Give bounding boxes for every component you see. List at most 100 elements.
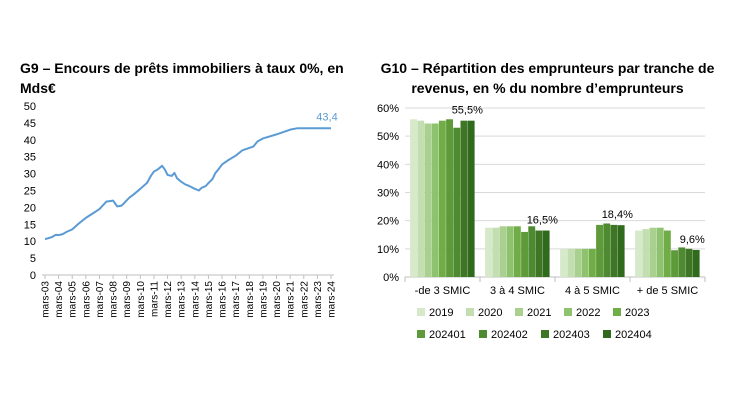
g10-bar xyxy=(610,224,618,277)
g10-bar xyxy=(506,226,514,277)
g9-x-tick-label: mars-18 xyxy=(245,281,256,318)
g10-bar xyxy=(513,226,521,277)
g10-bar xyxy=(467,120,475,277)
g10-bar xyxy=(521,231,528,277)
g9-x-tick-label: mars-22 xyxy=(299,281,310,318)
g10-y-tick-label: 0% xyxy=(383,272,399,284)
g10-legend-label: 2020 xyxy=(478,307,502,319)
g10-bar xyxy=(656,227,664,277)
g10-bar xyxy=(485,227,492,277)
g10-legend-label: 2022 xyxy=(576,307,600,319)
g10-legend-label: 2023 xyxy=(625,307,649,319)
g10-title-line-2: revenus, en % du nombre d’emprunteurs xyxy=(411,80,684,96)
g10-bar xyxy=(692,249,700,277)
g10-bar xyxy=(685,248,693,277)
g9-x-tick-label: mars-08 xyxy=(109,281,120,318)
g10-legend-label: 2021 xyxy=(527,307,551,319)
g10-legend-swatch xyxy=(479,330,487,338)
g10-legend-swatch xyxy=(613,308,621,316)
g9-x-tick-label: mars-14 xyxy=(190,281,201,318)
g10-bar xyxy=(567,248,575,277)
g9-y-tick-label: 35 xyxy=(24,152,36,164)
g10-bar-chart: 0% 10% 20% 30% 40% 50% 60% -de 3 SMIC 3 à 4 SMIC… xyxy=(377,103,706,341)
g10-bar xyxy=(596,224,603,277)
g10-bar xyxy=(649,227,657,277)
g10-bar xyxy=(446,119,453,278)
g10-bar xyxy=(581,248,589,277)
g10-y-tick-label: 60% xyxy=(377,103,399,115)
g9-x-tick-label: mars-04 xyxy=(54,281,65,318)
g10-bar xyxy=(542,230,550,277)
g9-x-tick-label: mars-11 xyxy=(149,281,160,317)
g10-y-tick-label: 30% xyxy=(377,188,399,200)
g10-y-tick-label: 40% xyxy=(377,159,399,171)
g10-legend-label: 202402 xyxy=(491,329,528,341)
g10-bar xyxy=(678,247,686,277)
g10-bar xyxy=(453,127,461,277)
g10-bar xyxy=(499,226,507,277)
g9-y-tick-label: 45 xyxy=(24,118,36,130)
g9-y-tick-label: 5 xyxy=(30,253,36,265)
g10-category-label: 4 à 5 SMIC xyxy=(565,285,620,297)
g9-x-tick-label: mars-15 xyxy=(204,281,215,318)
g10-legend-label: 2019 xyxy=(429,307,453,319)
g10-category-label: + de 5 SMIC xyxy=(637,285,699,297)
g10-legend-swatch xyxy=(603,330,611,338)
g9-x-tick-label: mars-16 xyxy=(218,281,229,318)
g10-legend-label: 202401 xyxy=(429,329,466,341)
g10-bar xyxy=(431,123,439,277)
g9-x-tick-label: mars-23 xyxy=(313,281,324,318)
g9-x-tick-label: mars-09 xyxy=(122,281,133,318)
g10-bar xyxy=(671,250,678,277)
g9-x-tick-label: mars-13 xyxy=(177,281,188,318)
g10-data-label: 18,4% xyxy=(602,209,633,221)
g9-x-tick-label: mars-10 xyxy=(136,281,147,318)
g9-x-tick-label: mars-03 xyxy=(41,281,52,318)
g9-x-tick-label: mars-06 xyxy=(81,281,92,318)
g10-bar xyxy=(492,227,500,277)
g10-title-line-1: G10 – Répartition des emprunteurs par tr… xyxy=(380,60,715,76)
g10-legend-label: 202404 xyxy=(615,329,652,341)
g10-bar xyxy=(574,248,582,277)
g10-bar xyxy=(410,119,417,278)
g10-bar xyxy=(588,248,596,277)
g9-chart-title: G9 – Encours de prêts immobiliers à taux… xyxy=(20,60,344,96)
g10-y-tick-label: 10% xyxy=(377,244,399,256)
g9-y-tick-label: 25 xyxy=(24,186,36,198)
g10-legend-label: 202403 xyxy=(553,329,590,341)
g9-x-tick-label: mars-17 xyxy=(231,281,242,318)
g10-category-label: 3 à 4 SMIC xyxy=(490,285,545,297)
g9-y-tick-label: 30 xyxy=(24,169,36,181)
g10-bar xyxy=(642,229,650,277)
g9-y-tick-label: 20 xyxy=(24,202,36,214)
g9-x-tick-label: mars-24 xyxy=(327,281,338,318)
g10-panel: G10 – Répartition des emprunteurs par tr… xyxy=(365,0,730,410)
g10-bar xyxy=(617,225,625,277)
g10-bar xyxy=(417,120,425,277)
g9-y-tick-label: 15 xyxy=(24,219,36,231)
g10-bar xyxy=(603,223,611,277)
g9-y-tick-label: 50 xyxy=(24,101,36,113)
g9-y-tick-label: 0 xyxy=(30,270,36,282)
g9-series-line xyxy=(44,127,331,241)
g10-bar xyxy=(438,120,446,277)
g10-data-label: 16,5% xyxy=(527,215,558,227)
g9-y-tick-label: 40 xyxy=(24,135,36,147)
g10-y-tick-label: 20% xyxy=(377,216,399,228)
g10-legend-swatch xyxy=(466,308,474,316)
g9-x-tick-label: mars-20 xyxy=(272,281,283,318)
g10-legend-swatch xyxy=(417,330,425,338)
g10-chart-title: G10 – Répartition des emprunteurs par tr… xyxy=(365,58,730,98)
g10-bar xyxy=(663,230,671,277)
g10-legend-swatch xyxy=(515,308,523,316)
g9-x-tick-label: mars-19 xyxy=(258,281,269,318)
g9-x-tick-label: mars-21 xyxy=(286,281,297,318)
g10-bar xyxy=(560,248,567,277)
g10-y-tick-label: 50% xyxy=(377,131,399,143)
g10-bar xyxy=(635,230,642,277)
g9-x-tick-label: mars-05 xyxy=(68,281,79,318)
g10-category-label: -de 3 SMIC xyxy=(415,285,471,297)
g10-legend-swatch xyxy=(541,330,549,338)
g10-bar xyxy=(528,226,536,277)
